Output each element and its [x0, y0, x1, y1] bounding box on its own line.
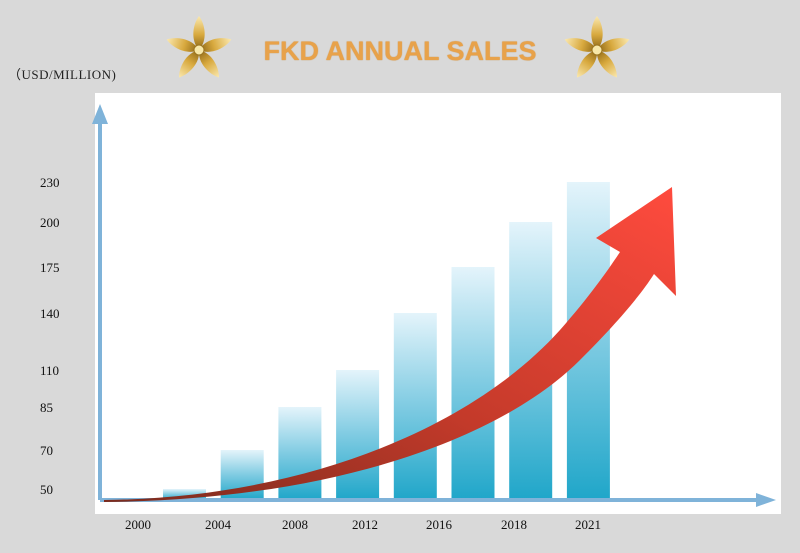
y-tick-label: 70	[40, 443, 53, 458]
y-tick-label: 85	[40, 400, 53, 415]
y-tick-label: 230	[40, 175, 60, 190]
y-unit-label: （USD/MILLION)	[8, 67, 117, 82]
trend-arrow	[104, 187, 676, 502]
x-tick-label: 2016	[426, 517, 452, 532]
y-tick-label: 110	[40, 363, 60, 378]
bar	[451, 267, 495, 500]
x-tick-label: 2018	[501, 517, 527, 532]
y-tick-label: 50	[40, 482, 53, 497]
bar	[336, 370, 380, 500]
x-tick-label: 2008	[282, 517, 308, 532]
y-tick-label: 140	[40, 306, 60, 321]
x-tick-label: 2004	[205, 517, 231, 532]
x-tick-label: 2000	[125, 517, 151, 532]
bar	[163, 489, 206, 500]
y-axis-arrowhead	[92, 104, 108, 124]
axes	[92, 104, 776, 507]
bar	[393, 313, 437, 500]
y-tick-label: 175	[40, 260, 60, 275]
flower-icon	[163, 14, 235, 86]
x-tick-label: 2012	[352, 517, 378, 532]
flower-icon	[561, 14, 633, 86]
x-axis-arrowhead	[756, 493, 776, 507]
chart-title: FKD ANNUAL SALES	[263, 36, 537, 66]
x-tick-label: 2021	[575, 517, 601, 532]
y-tick-label: 200	[40, 215, 60, 230]
